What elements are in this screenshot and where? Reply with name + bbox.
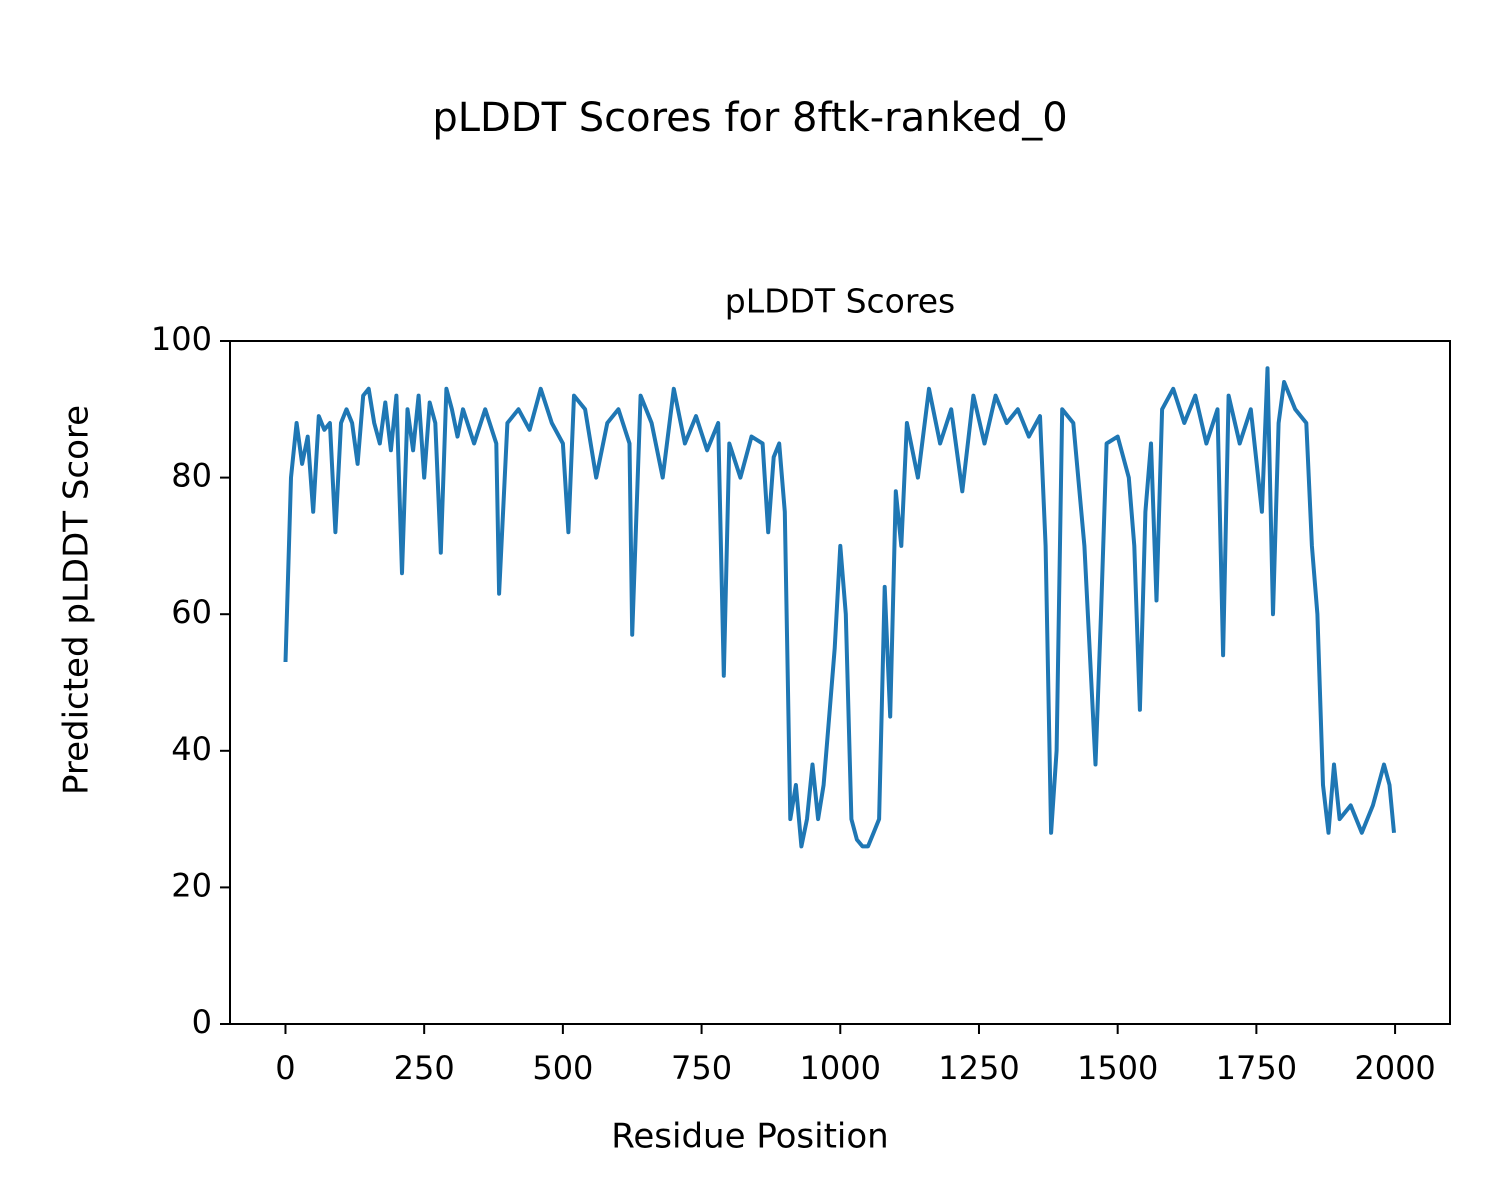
x-tick-label: 1750 [1216,1049,1297,1087]
line-series [283,366,1396,849]
x-tick-label: 1000 [800,1049,881,1087]
x-tick-label: 1500 [1077,1049,1158,1087]
chart-title: pLDDT Scores for 8ftk-ranked_0 [432,95,1067,141]
x-tick-label: 2000 [1354,1049,1435,1087]
x-tick-label: 0 [275,1049,295,1087]
x-tick-label: 1250 [938,1049,1019,1087]
x-axis-label: Residue Position [611,1117,888,1157]
y-tick-label: 60 [171,593,212,631]
y-tick-label: 20 [171,866,212,904]
axes-title: pLDDT Scores [725,282,955,321]
y-tick-label: 0 [192,1003,212,1041]
x-tick-label: 250 [394,1049,455,1087]
plot-frame [229,340,1451,1025]
y-axis-label: Predicted pLDDT Score [57,405,97,795]
y-tick-label: 100 [151,320,212,358]
x-tick-label: 500 [532,1049,593,1087]
y-tick-label: 80 [171,457,212,495]
x-tick-label: 750 [671,1049,732,1087]
y-tick-label: 40 [171,730,212,768]
